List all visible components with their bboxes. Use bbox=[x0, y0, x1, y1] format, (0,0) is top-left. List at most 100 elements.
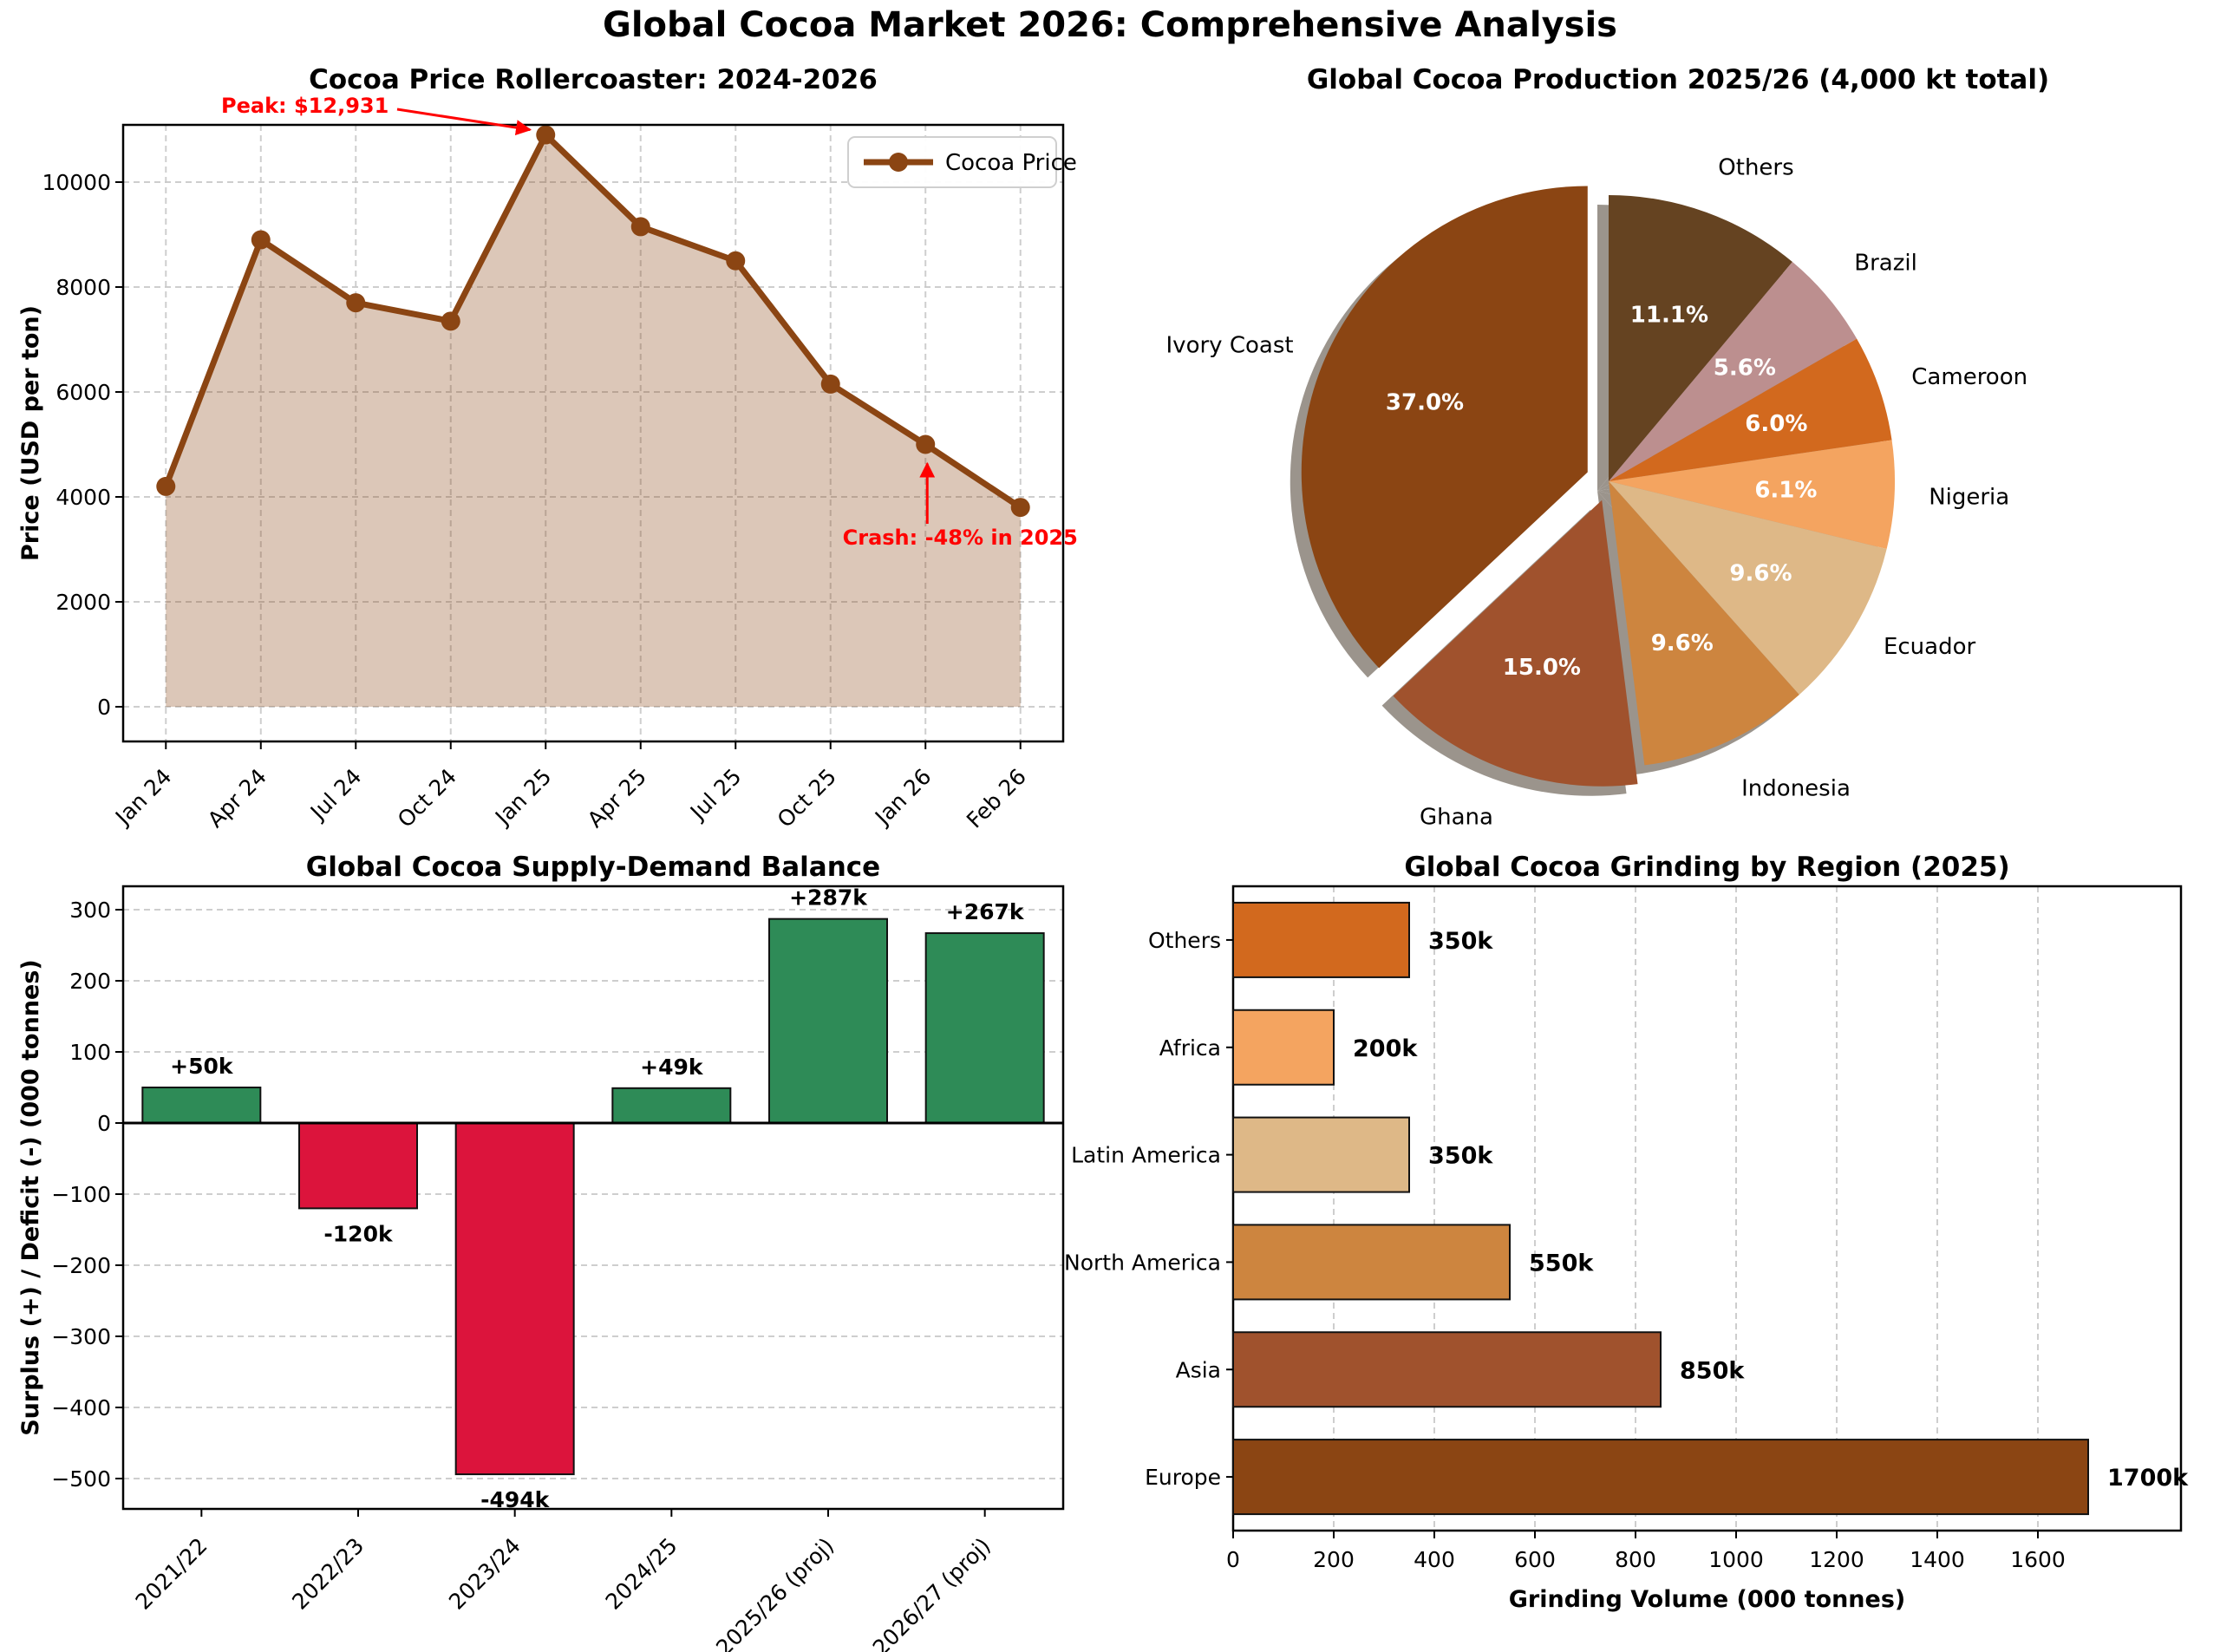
data-point-Jan 25 bbox=[536, 125, 556, 145]
bar-Asia bbox=[1232, 1331, 1662, 1408]
x-tick-label: 800 bbox=[1615, 1547, 1656, 1572]
bar-value-label: +267k bbox=[946, 899, 1025, 924]
x-tick-label: 1600 bbox=[2010, 1547, 2066, 1572]
x-tick-label: Oct 24 bbox=[393, 764, 461, 833]
data-point-Oct 25 bbox=[820, 374, 840, 394]
x-tick-label: Jan 25 bbox=[489, 764, 556, 831]
bar-value-label: 550k bbox=[1529, 1250, 1594, 1277]
bar-value-label: -494k bbox=[480, 1487, 551, 1512]
x-tick-label: Jul 24 bbox=[304, 764, 366, 826]
x-tick-label: 1400 bbox=[1910, 1547, 1965, 1572]
pie-slice-Ivory Coast bbox=[1301, 186, 1588, 669]
y-tick-label: 10000 bbox=[42, 170, 111, 195]
y-tick-label: Others bbox=[1148, 928, 1221, 953]
x-tick-label: 200 bbox=[1313, 1547, 1355, 1572]
x-tick-label: Feb 26 bbox=[962, 764, 1031, 833]
pie-percent-Others: 11.1% bbox=[1630, 303, 1708, 329]
y-tick-label: −500 bbox=[51, 1466, 111, 1492]
x-tick-label: Jul 25 bbox=[684, 764, 746, 826]
bar-2023/24 bbox=[454, 1122, 575, 1476]
data-point-Apr 25 bbox=[630, 217, 650, 237]
annotation-arrow bbox=[396, 108, 532, 135]
data-point-Feb 26 bbox=[1010, 498, 1030, 518]
y-tick-label: North America bbox=[1064, 1250, 1221, 1275]
bar-2024/25 bbox=[611, 1087, 732, 1125]
y-tick-label: 2000 bbox=[56, 590, 111, 615]
x-tick-label: Apr 25 bbox=[583, 764, 651, 833]
pie-label-Ecuador: Ecuador bbox=[1884, 634, 1976, 660]
data-point-Jul 24 bbox=[346, 293, 366, 313]
x-tick-label: 2025/26 (proj) bbox=[711, 1533, 839, 1652]
y-axis-label: Price (USD per ton) bbox=[17, 305, 44, 561]
x-tick-label: 2022/23 bbox=[287, 1533, 369, 1615]
x-tick-label: Apr 24 bbox=[203, 764, 271, 833]
bar-Others bbox=[1232, 901, 1410, 978]
pie-percent-Ghana: 15.0% bbox=[1503, 655, 1581, 681]
pie-label-Indonesia: Indonesia bbox=[1741, 775, 1851, 801]
cocoa-production-pie-chart: Global Cocoa Production 2025/26 (4,000 k… bbox=[1166, 64, 2050, 830]
bar-value-label: 350k bbox=[1428, 1143, 1493, 1170]
cocoa-price-line-chart: Cocoa Price Rollercoaster: 2024-2026 0 200… bbox=[17, 64, 1078, 833]
bar-2022/23 bbox=[298, 1122, 418, 1210]
grinding-by-region-hbar-chart: Global Cocoa Grinding by Region (2025) 35… bbox=[1064, 852, 2189, 1613]
x-tick-label: 400 bbox=[1414, 1547, 1455, 1572]
y-tick-label: −300 bbox=[51, 1324, 111, 1349]
pie-percent-Ecuador: 9.6% bbox=[1729, 560, 1792, 586]
pie-percent-Cameroon: 6.0% bbox=[1745, 411, 1807, 437]
pie-percent-Brazil: 5.6% bbox=[1714, 356, 1776, 382]
y-tick-label: Asia bbox=[1176, 1357, 1221, 1382]
bar-2026/27 (proj) bbox=[924, 932, 1045, 1124]
y-tick-label: 200 bbox=[69, 969, 111, 994]
y-tick-label: 100 bbox=[69, 1040, 111, 1065]
pie-slice-Cameroon bbox=[1609, 338, 1892, 481]
y-tick-label: 0 bbox=[97, 1111, 111, 1136]
bar-value-label: +287k bbox=[789, 885, 868, 911]
pie-percent-Ivory Coast: 37.0% bbox=[1386, 389, 1464, 415]
pie-label-Others: Others bbox=[1718, 155, 1793, 181]
bar-2025/26 (proj) bbox=[768, 917, 888, 1124]
pie-slice-Ghana bbox=[1393, 500, 1638, 787]
price-line bbox=[162, 132, 1024, 511]
y-tick-label: Europe bbox=[1145, 1465, 1221, 1490]
bar-value-label: 850k bbox=[1680, 1357, 1745, 1384]
bar-North America bbox=[1232, 1224, 1511, 1301]
legend-box bbox=[847, 136, 1057, 188]
bar-value-label: 1700k bbox=[2107, 1465, 2189, 1492]
x-tick-label: 1000 bbox=[1708, 1547, 1764, 1572]
pie-slice-Brazil bbox=[1609, 262, 1858, 481]
x-tick-label: 600 bbox=[1514, 1547, 1556, 1572]
bar-value-label: 350k bbox=[1428, 928, 1493, 955]
supply-demand-balance-bar-chart: Global Cocoa Supply-Demand Balance +50k -1… bbox=[17, 852, 1065, 1652]
pie-label-Nigeria: Nigeria bbox=[1929, 484, 2009, 510]
plot-border bbox=[121, 885, 1065, 1511]
bar-value-label: +50k bbox=[170, 1054, 234, 1079]
x-tick-label: 0 bbox=[1226, 1547, 1240, 1572]
pie-label-Ghana: Ghana bbox=[1420, 804, 1493, 830]
y-axis-label: Surplus (+) / Deficit (-) (000 tonnes) bbox=[17, 959, 44, 1436]
pie-percent-Indonesia: 9.6% bbox=[1651, 630, 1714, 656]
pie-percent-Nigeria: 6.1% bbox=[1754, 478, 1817, 504]
y-tick-label: −200 bbox=[51, 1253, 111, 1278]
plot-border bbox=[1231, 885, 2183, 1532]
y-tick-label: 6000 bbox=[56, 380, 111, 405]
price-area-fill bbox=[166, 134, 1021, 708]
x-tick-label: 2021/22 bbox=[131, 1533, 212, 1615]
pie-label-Cameroon: Cameroon bbox=[1911, 364, 2027, 390]
data-point-Jan 24 bbox=[156, 476, 176, 496]
y-tick-label: Africa bbox=[1159, 1035, 1221, 1061]
chart-title: Global Cocoa Supply-Demand Balance bbox=[306, 852, 880, 883]
y-tick-label: 0 bbox=[97, 695, 111, 720]
x-tick-label: Oct 25 bbox=[773, 764, 841, 833]
chart-title: Cocoa Price Rollercoaster: 2024-2026 bbox=[309, 64, 878, 95]
chart-title: Global Cocoa Production 2025/26 (4,000 k… bbox=[1307, 64, 2049, 95]
y-tick-label: 8000 bbox=[56, 275, 111, 300]
pie-slice-Indonesia bbox=[1609, 481, 1799, 766]
annotation-peak: Peak: $12,931 bbox=[221, 94, 388, 118]
legend: Cocoa Price bbox=[847, 136, 1077, 188]
figure-title: Global Cocoa Market 2026: Comprehensive … bbox=[603, 5, 1617, 45]
legend-label: Cocoa Price bbox=[945, 150, 1077, 176]
pie-label-Ivory Coast: Ivory Coast bbox=[1166, 333, 1294, 359]
bar-Europe bbox=[1232, 1439, 2089, 1516]
data-point-Jan 26 bbox=[916, 434, 936, 454]
x-tick-label: Jan 24 bbox=[109, 764, 176, 831]
